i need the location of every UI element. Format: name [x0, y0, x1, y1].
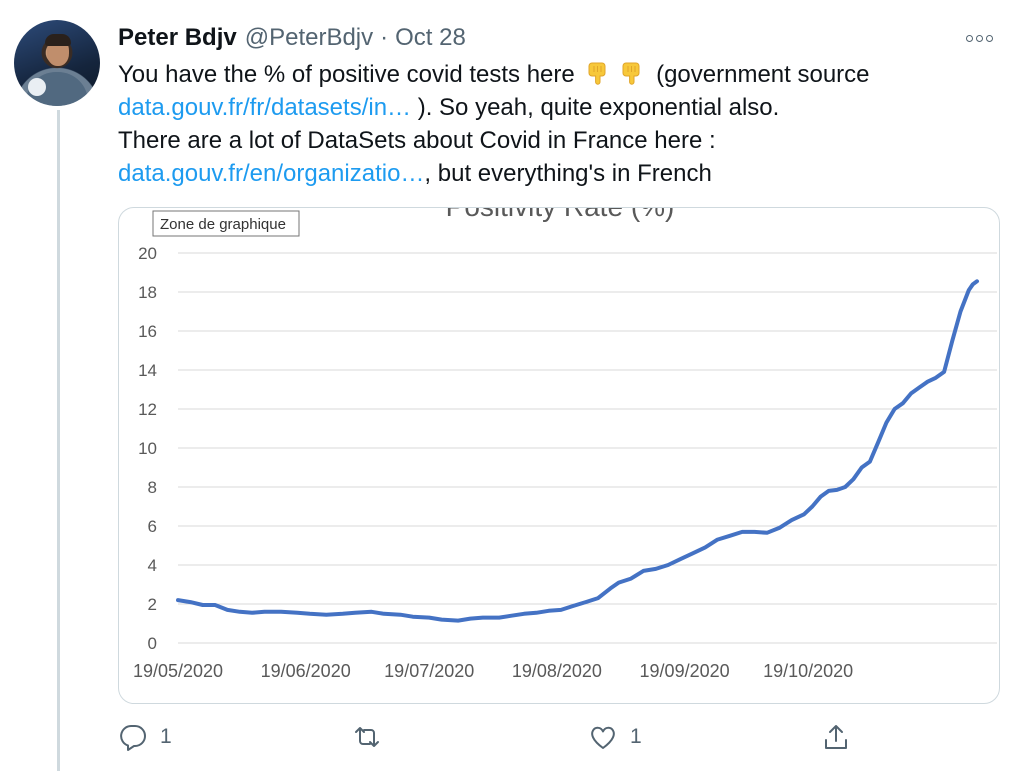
more-dot — [976, 34, 983, 42]
tweet-header: Peter Bdjv @PeterBdjv · Oct 28 — [118, 24, 466, 54]
tweet-text-line-2: data.gouv.fr/fr/datasets/in… ). So yeah,… — [118, 91, 998, 124]
y-tick-label: 14 — [138, 361, 157, 380]
y-tick-label: 0 — [148, 634, 157, 653]
y-tick-label: 2 — [148, 595, 157, 614]
more-dot — [986, 34, 993, 42]
chart-tooltip-text: Zone de graphique — [160, 216, 286, 233]
tweet-text-line-4: data.gouv.fr/en/organizatio…, but everyt… — [118, 157, 998, 190]
x-tick-label: 19/07/2020 — [384, 661, 474, 681]
y-tick-label: 6 — [148, 517, 157, 536]
more-dot — [966, 34, 973, 42]
author-handle[interactable]: @PeterBdjv — [244, 24, 374, 51]
heart-icon — [591, 726, 615, 749]
y-tick-label: 8 — [148, 478, 157, 497]
chart-tooltip-box — [152, 210, 300, 237]
y-tick-label: 10 — [138, 439, 157, 458]
reply-button[interactable]: 1 — [118, 722, 172, 752]
like-button[interactable]: 1 — [588, 722, 642, 752]
avatar[interactable] — [14, 20, 100, 106]
tweet-text-segment: (government source — [656, 61, 870, 88]
more-options-icon[interactable] — [966, 30, 1000, 46]
tweet-text-segment: ). So yeah, quite exponential also. — [411, 94, 780, 121]
y-tick-label: 18 — [138, 283, 157, 302]
x-tick-label: 19/09/2020 — [640, 661, 730, 681]
tweet-date[interactable]: Oct 28 — [395, 24, 466, 51]
dataset-link[interactable]: data.gouv.fr/fr/datasets/in… — [118, 94, 412, 121]
series-line — [176, 279, 979, 623]
tweet-text-line-3: There are a lot of DataSets about Covid … — [118, 127, 716, 154]
author-name[interactable]: Peter Bdjv — [118, 24, 237, 51]
y-tick-label: 20 — [138, 244, 157, 263]
tweet-text-segment: , but everything's in French — [424, 160, 712, 187]
share-icon — [825, 725, 847, 749]
organization-link[interactable]: data.gouv.fr/en/organizatio… — [118, 160, 425, 187]
tweet-text-line-1: You have the % of positive covid tests h… — [118, 58, 998, 91]
pointing-down-emoji — [622, 62, 640, 85]
retweet-button[interactable] — [352, 722, 394, 752]
thread-connector-line — [57, 110, 60, 771]
x-tick-label: 19/05/2020 — [133, 661, 223, 681]
share-button[interactable] — [821, 722, 851, 752]
y-tick-label: 12 — [138, 400, 157, 419]
x-tick-label: 19/08/2020 — [512, 661, 602, 681]
positivity-chart: Positivity Rate (%) 0 2 4 6 8 10 12 14 16 18 20 19/0… — [133, 208, 997, 681]
x-tick-label: 19/10/2020 — [763, 661, 853, 681]
avatar-logo — [28, 78, 46, 96]
like-count: 1 — [630, 725, 642, 748]
tweet-text-segment: You have the % of positive covid tests h… — [118, 61, 575, 88]
header-separator: · — [380, 24, 389, 51]
tweet-actions: 1 1 — [118, 722, 998, 758]
chart-image[interactable]: Positivity Rate (%) 0 2 4 6 8 10 12 14 16 18 20 19/0… — [118, 207, 1000, 704]
x-tick-label: 19/06/2020 — [261, 661, 351, 681]
chart-title: Positivity Rate (%) — [446, 208, 675, 222]
y-tick-label: 16 — [138, 322, 157, 341]
pointing-down-emoji — [588, 62, 606, 85]
reply-icon — [120, 725, 146, 751]
reply-count: 1 — [160, 725, 172, 748]
avatar-hair — [45, 34, 71, 46]
y-tick-label: 4 — [148, 556, 157, 575]
retweet-icon — [355, 727, 379, 747]
tweet-text: You have the % of positive covid tests h… — [118, 58, 998, 190]
